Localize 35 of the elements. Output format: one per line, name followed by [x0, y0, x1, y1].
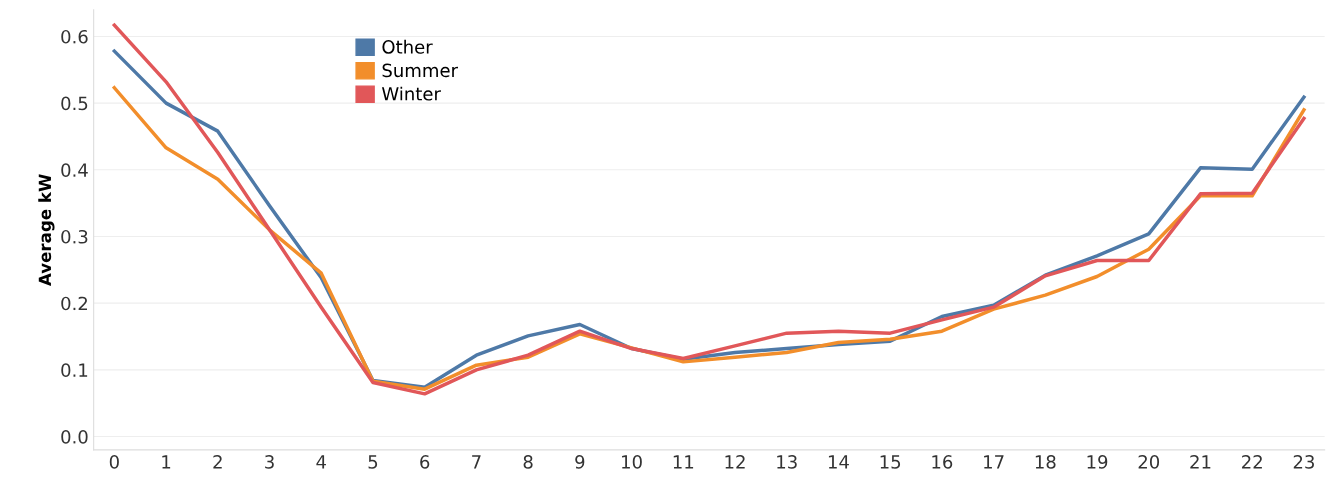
y-tick-label: 0.5 [61, 96, 88, 111]
x-tick-label: 15 [880, 455, 901, 469]
y-tick-label: 0.2 [61, 296, 87, 311]
y-tick-label: 0.1 [61, 363, 88, 377]
y-tick-label: 0.3 [61, 229, 88, 244]
legend-label: Winter [381, 86, 441, 101]
x-tick-label: 23 [1293, 455, 1314, 469]
x-tick-label: 3 [265, 455, 274, 469]
x-tick-label: 11 [673, 455, 694, 469]
x-tick-label: 13 [777, 455, 797, 469]
x-tick-label: 9 [575, 455, 585, 469]
y-tick-label: 0.4 [61, 163, 88, 177]
x-tick-label: 5 [368, 455, 378, 469]
x-tick-label: 12 [725, 455, 745, 469]
x-tick-label: 19 [1087, 455, 1108, 469]
x-tick-label: 20 [1138, 455, 1160, 469]
x-tick-label: 7 [472, 455, 481, 469]
x-tick-label: 21 [1190, 455, 1211, 469]
y-axis-title: Average kW [38, 174, 55, 286]
x-tick-label: 16 [932, 455, 953, 469]
x-tick-label: 2 [213, 455, 222, 469]
x-tick-label: 10 [622, 455, 642, 469]
x-tick-label: 0 [109, 455, 119, 469]
x-tick-label: 6 [420, 455, 430, 469]
y-tick-label: 0.0 [61, 430, 88, 444]
legend-label: Other [382, 39, 433, 54]
x-tick-label: 14 [828, 455, 849, 469]
legend-label: Summer [382, 63, 458, 78]
x-tick-label: 22 [1242, 455, 1262, 469]
x-tick-label: 4 [316, 455, 326, 469]
y-tick-label: 0.6 [61, 29, 88, 44]
x-tick-label: 8 [523, 455, 533, 469]
x-tick-label: 18 [1035, 455, 1056, 469]
x-tick-label: 1 [162, 455, 171, 469]
x-tick-label: 17 [984, 455, 1004, 469]
